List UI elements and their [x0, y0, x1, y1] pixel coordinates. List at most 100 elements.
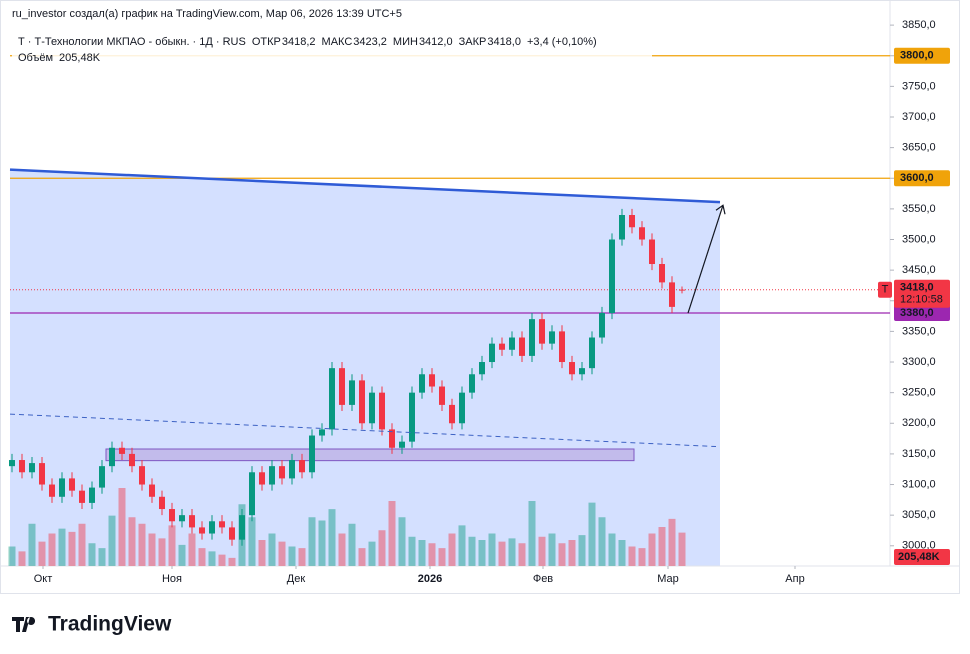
candle-body [99, 466, 105, 488]
volume-bar [378, 530, 386, 566]
logo-text: TradingView [48, 613, 172, 636]
volume-bar [648, 533, 656, 566]
volume-bar [138, 523, 146, 566]
volume-bar [458, 525, 466, 566]
volume-bar [418, 540, 426, 566]
candle-body [399, 441, 405, 448]
candle-body [589, 337, 595, 369]
legend-low: 3412,0 [419, 36, 453, 48]
candle-body [319, 429, 325, 436]
candle-body [169, 509, 175, 522]
marker-bg [878, 281, 892, 298]
x-tick-label: Дек [287, 573, 306, 585]
volume-bar [158, 538, 166, 566]
channel-fill [10, 169, 720, 566]
y-tick-label: 3150,0 [902, 448, 936, 460]
volume-bar [288, 546, 296, 566]
volume-bar [408, 536, 416, 566]
volume-bar [188, 533, 196, 566]
candle-body [189, 515, 195, 528]
candle-body [469, 374, 475, 393]
y-tick-label: 3450,0 [902, 264, 936, 276]
y-tick-label: 3100,0 [902, 478, 936, 490]
volume-bar [58, 528, 66, 566]
candle-body [209, 521, 215, 534]
volume-bar [588, 502, 596, 566]
frame [0, 0, 960, 594]
volume-bar [268, 533, 276, 566]
volume-bar [598, 517, 606, 566]
volume-bar [528, 501, 536, 566]
candle-body [339, 368, 345, 405]
candle-body [269, 466, 275, 485]
volume-bar [88, 543, 96, 566]
candle-body [109, 447, 115, 467]
legend-close: 3418,0 [487, 36, 521, 48]
candle-body [129, 453, 135, 467]
volume-bar [108, 515, 116, 566]
volume-bar [78, 523, 86, 566]
volume-bar [628, 546, 636, 566]
legend-open: 3418,2 [282, 36, 316, 48]
marker: T [882, 284, 889, 296]
candle-body [119, 447, 125, 454]
volume-bar [508, 538, 516, 566]
candle-body [299, 460, 305, 473]
volume-bar [338, 533, 346, 566]
candle-body [239, 515, 245, 540]
volume-bar [208, 551, 216, 566]
candle-body [139, 466, 145, 485]
volume-bar [18, 551, 26, 566]
candle-body [289, 460, 295, 479]
y-tick-label: 3550,0 [902, 203, 936, 215]
candle-body [459, 392, 465, 424]
volume-bar [568, 540, 576, 566]
volume-label-bg [894, 549, 950, 565]
volume-bar [608, 533, 616, 566]
volume-bar [118, 488, 126, 566]
legend-open-label: ОТКР [252, 36, 281, 48]
candle-body [199, 527, 205, 534]
candle-body [639, 227, 645, 240]
candle-body [59, 478, 65, 497]
legend-close-label: ЗАКР [459, 36, 487, 48]
candle-body [19, 460, 25, 473]
candle-body [429, 374, 435, 387]
legend-bg [12, 32, 652, 64]
legend-low-label: МИН [393, 36, 418, 48]
volume-bar [388, 501, 396, 566]
candle-body [229, 527, 235, 540]
volume-bar [148, 533, 156, 566]
level-label-bg [894, 47, 950, 64]
candle-body [329, 368, 335, 430]
x-tick-label: 2026 [418, 573, 442, 585]
candle-body [159, 496, 165, 510]
level-label: 3800,0 [900, 50, 934, 62]
candle-body [149, 484, 155, 497]
volume-bar [8, 546, 16, 566]
level-label-bg [894, 305, 950, 322]
candle-body [669, 282, 675, 307]
volume-bar [308, 517, 316, 566]
last-price-label: 3418,0 [900, 282, 934, 294]
volume-bar [488, 533, 496, 566]
volume-bar [218, 554, 226, 566]
volume-bar [278, 541, 286, 566]
candle-body [69, 478, 75, 491]
candle-body [439, 386, 445, 405]
candle-body [259, 472, 265, 485]
trendline [9, 168, 721, 204]
level-label: 3600,0 [900, 172, 934, 184]
volume-bar [658, 527, 666, 566]
level-label-bg [894, 170, 950, 187]
volume-bar [98, 548, 106, 566]
candle-body [659, 264, 665, 283]
x-tick-label: Ноя [162, 573, 182, 585]
volume-bar [438, 548, 446, 566]
arrow-head [715, 204, 726, 215]
y-tick-label: 3000,0 [902, 540, 936, 552]
candle-body [479, 362, 485, 375]
y-tick-label: 3750,0 [902, 80, 936, 92]
candle-body [39, 463, 45, 485]
candle-body [519, 337, 525, 356]
